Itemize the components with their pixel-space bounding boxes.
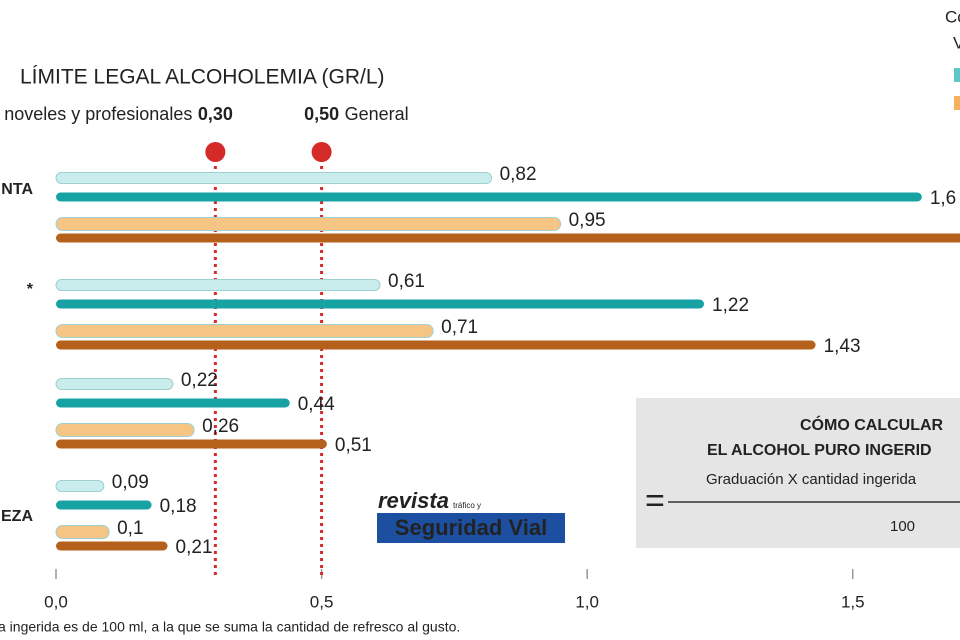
chart-title: LÍMITE LEGAL ALCOHOLEMIA (GR/L) [20, 66, 385, 89]
formula-title: EL ALCOHOL PURO INGERID [707, 442, 932, 459]
logo-bottom: Seguridad Vial [395, 515, 547, 540]
bar [56, 233, 960, 243]
reference-label: 0,30 [198, 104, 233, 124]
reference-text: General [345, 104, 409, 124]
value-label: 0,22 [181, 370, 218, 391]
bar [56, 299, 705, 309]
legend-fragment: Co [945, 7, 960, 26]
formula-box [636, 398, 960, 548]
value-label: 0,09 [112, 472, 149, 493]
bar [56, 500, 152, 510]
formula-title: CÓMO CALCULAR [800, 415, 944, 434]
value-label: 0,51 [335, 435, 372, 456]
bar [55, 172, 493, 184]
legend-swatch [954, 96, 960, 110]
reference-label: 0,50 [304, 104, 339, 124]
legend-swatch [954, 68, 960, 82]
bar [56, 192, 922, 202]
x-tick-label: 1,5 [841, 592, 865, 611]
bar [55, 279, 381, 291]
logo-top: revista [378, 488, 449, 513]
formula-numerator: Graduación X cantidad ingerida [706, 471, 917, 488]
bar [55, 480, 105, 492]
value-label: 0,82 [500, 164, 537, 185]
bar [55, 423, 195, 437]
bar [56, 439, 327, 449]
value-label: 0,26 [202, 416, 239, 437]
value-label: 0,18 [160, 496, 197, 517]
reference-pin [205, 142, 226, 162]
value-label: 0,1 [117, 518, 143, 539]
reference-pin [311, 142, 332, 162]
value-label: 0,95 [569, 210, 606, 231]
x-tick-label: 0,0 [44, 592, 68, 611]
bar [56, 541, 168, 551]
value-label: 0,44 [298, 394, 335, 415]
bar [56, 398, 290, 408]
bar [55, 217, 562, 231]
x-tick-label: 1,0 [575, 592, 599, 611]
x-tick-label: 0,5 [310, 592, 334, 611]
logo-small: tráfico y [453, 501, 481, 510]
reference-text: noveles y profesionales [4, 104, 192, 124]
formula-denominator: 100 [890, 518, 915, 535]
value-label: 0,71 [441, 317, 478, 338]
bar [55, 324, 434, 338]
formula-equals: = [645, 482, 665, 520]
value-label: 1,43 [824, 336, 861, 357]
value-label: 0,61 [388, 271, 425, 292]
logo-band [377, 513, 565, 543]
legend-fragment: V [953, 33, 960, 52]
category-label: NTA [1, 181, 33, 198]
category-label: * [27, 281, 34, 298]
bar [56, 340, 816, 350]
value-label: 1,22 [712, 295, 749, 316]
value-label: 0,21 [176, 537, 213, 558]
category-label: EZA [1, 508, 33, 525]
bar [55, 525, 110, 539]
value-label: 1,6 [930, 188, 956, 209]
footnote: a ingerida es de 100 ml, a la que se sum… [0, 619, 460, 635]
bar [55, 378, 174, 390]
